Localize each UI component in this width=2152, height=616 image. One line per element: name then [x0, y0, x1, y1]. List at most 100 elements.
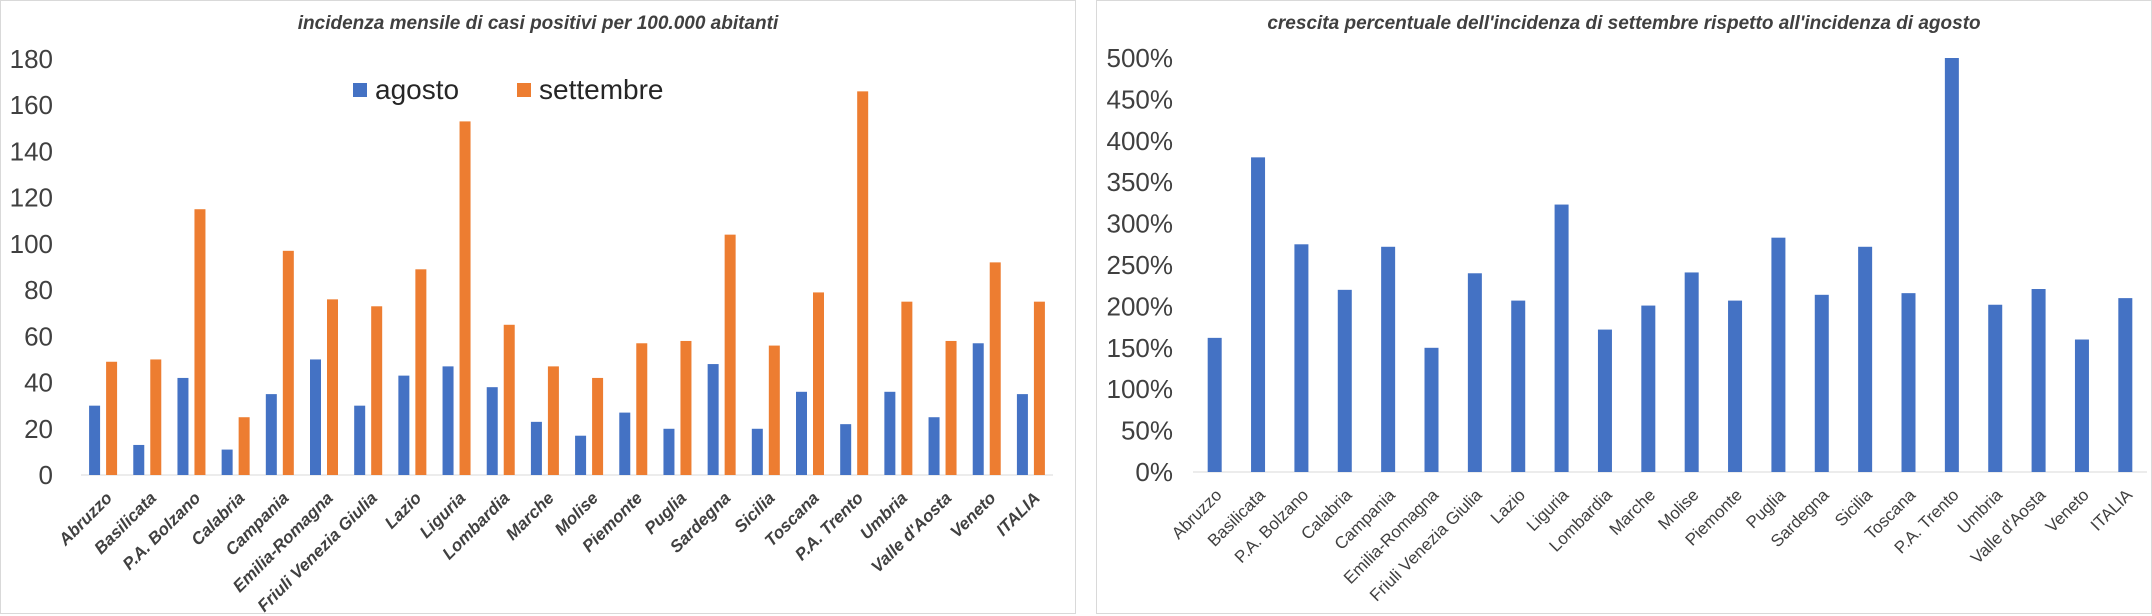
legend-label-settembre: settembre	[539, 74, 664, 105]
bar-settembre-1	[150, 359, 161, 475]
category-label: Marche	[1606, 485, 1660, 539]
y-tick-label: 150%	[1107, 333, 1174, 363]
y-tick-label: 180	[10, 44, 53, 74]
bar-settembre-10	[548, 366, 559, 475]
bar-agosto-17	[840, 424, 851, 475]
legend-label-agosto: agosto	[375, 74, 459, 105]
bar-agosto-0	[89, 406, 100, 475]
bar-crescita-12	[1728, 301, 1742, 472]
bar-crescita-15	[1858, 247, 1872, 472]
bar-settembre-8	[460, 121, 471, 475]
bar-crescita-3	[1338, 290, 1352, 472]
bar-settembre-11	[592, 378, 603, 475]
y-tick-label: 20	[24, 414, 53, 444]
bar-settembre-12	[636, 343, 647, 475]
bar-agosto-5	[310, 359, 321, 475]
bar-crescita-1	[1251, 157, 1265, 472]
bar-crescita-16	[1902, 293, 1916, 472]
bar-settembre-2	[194, 209, 205, 475]
bar-settembre-4	[283, 251, 294, 475]
y-tick-label: 0%	[1135, 457, 1173, 487]
chart-panel-crescita: crescita percentuale dell'incidenza di s…	[1096, 0, 2152, 614]
bar-settembre-15	[769, 346, 780, 475]
y-tick-label: 50%	[1121, 416, 1173, 446]
y-tick-label: 200%	[1107, 291, 1174, 321]
bar-crescita-4	[1381, 247, 1395, 472]
bar-crescita-2	[1294, 244, 1308, 472]
bar-agosto-16	[796, 392, 807, 475]
bar-settembre-0	[106, 362, 117, 475]
bar-crescita-7	[1511, 301, 1525, 472]
bar-agosto-10	[531, 422, 542, 475]
bar-agosto-11	[575, 436, 586, 475]
y-tick-label: 450%	[1107, 84, 1174, 114]
category-label: Veneto	[2042, 485, 2093, 536]
bar-agosto-12	[619, 413, 630, 475]
bar-agosto-4	[266, 394, 277, 475]
bar-agosto-21	[1017, 394, 1028, 475]
bar-agosto-13	[663, 429, 674, 475]
bar-agosto-1	[133, 445, 144, 475]
bar-crescita-6	[1468, 273, 1482, 472]
bar-settembre-7	[415, 269, 426, 475]
bar-agosto-18	[884, 392, 895, 475]
bar-crescita-21	[2118, 298, 2132, 472]
y-tick-label: 60	[24, 321, 53, 351]
bar-crescita-17	[1945, 58, 1959, 472]
y-tick-label: 40	[24, 368, 53, 398]
bar-crescita-10	[1641, 306, 1655, 472]
bar-settembre-20	[990, 262, 1001, 475]
bar-agosto-7	[398, 376, 409, 475]
bar-settembre-16	[813, 292, 824, 475]
y-tick-label: 0	[39, 460, 53, 490]
bar-settembre-21	[1034, 302, 1045, 475]
y-tick-label: 80	[24, 275, 53, 305]
y-tick-label: 100%	[1107, 374, 1174, 404]
y-tick-label: 160	[10, 90, 53, 120]
bar-crescita-14	[1815, 295, 1829, 472]
bar-agosto-20	[973, 343, 984, 475]
bar-settembre-6	[371, 306, 382, 475]
bar-crescita-8	[1555, 205, 1569, 472]
y-tick-label: 350%	[1107, 167, 1174, 197]
y-tick-label: 250%	[1107, 250, 1174, 280]
bar-crescita-19	[2032, 289, 2046, 472]
bar-settembre-17	[857, 91, 868, 475]
category-label: ITALIA	[2087, 485, 2137, 535]
category-label: Veneto	[946, 488, 999, 541]
bar-agosto-2	[177, 378, 188, 475]
bar-agosto-3	[222, 450, 233, 475]
bar-agosto-19	[929, 417, 940, 475]
chart-incidenza: 020406080100120140160180AbruzzoBasilicat…	[1, 1, 1077, 615]
legend-swatch-agosto	[353, 83, 367, 97]
y-tick-label: 120	[10, 183, 53, 213]
bar-settembre-19	[946, 341, 957, 475]
bar-crescita-0	[1208, 338, 1222, 472]
bar-crescita-20	[2075, 340, 2089, 472]
y-tick-label: 100	[10, 229, 53, 259]
bar-crescita-18	[1988, 305, 2002, 472]
bar-agosto-6	[354, 406, 365, 475]
bar-crescita-11	[1685, 272, 1699, 472]
bar-crescita-9	[1598, 330, 1612, 472]
y-tick-label: 300%	[1107, 209, 1174, 239]
bar-agosto-15	[752, 429, 763, 475]
y-tick-label: 140	[10, 136, 53, 166]
category-label: ITALIA	[992, 488, 1043, 539]
bar-crescita-5	[1425, 348, 1439, 472]
bar-crescita-13	[1771, 238, 1785, 472]
bar-settembre-5	[327, 299, 338, 475]
bar-agosto-8	[443, 366, 454, 475]
y-tick-label: 400%	[1107, 126, 1174, 156]
bar-settembre-18	[901, 302, 912, 475]
category-label: Marche	[502, 488, 558, 544]
y-tick-label: 500%	[1107, 43, 1174, 73]
chart-crescita: 0% 50% 100% 150% 200% 250% 300% 350% 400% 450% 500…	[1097, 1, 2152, 615]
bar-agosto-9	[487, 387, 498, 475]
bar-agosto-14	[708, 364, 719, 475]
legend-swatch-settembre	[517, 83, 531, 97]
chart-panel-incidenza: incidenza mensile di casi positivi per 1…	[0, 0, 1076, 614]
bar-settembre-9	[504, 325, 515, 475]
bar-settembre-14	[725, 235, 736, 475]
bar-settembre-13	[680, 341, 691, 475]
